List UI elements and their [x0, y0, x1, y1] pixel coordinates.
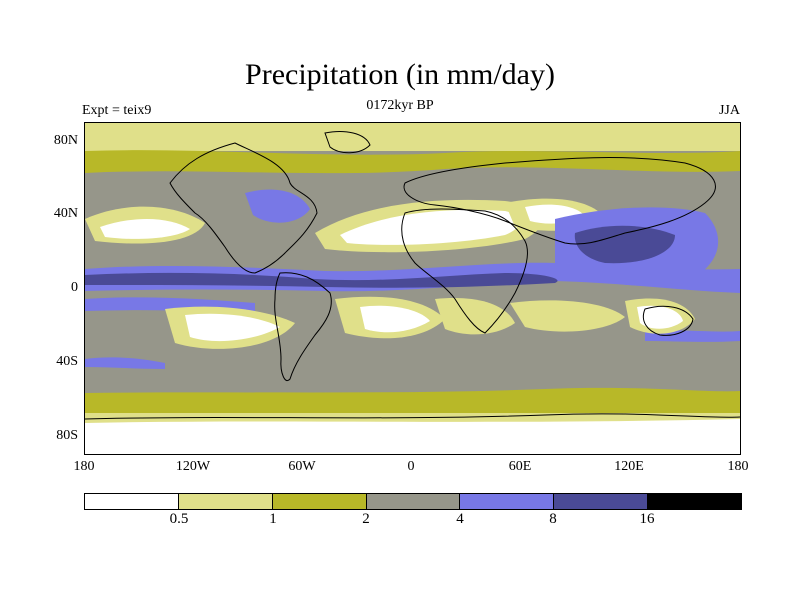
arctic-light-band — [85, 123, 740, 151]
lon-tick: 120E — [614, 459, 644, 474]
colorbar-label: 8 — [549, 511, 557, 527]
lat-tick: 40S — [56, 354, 78, 369]
lat-tick: 80N — [53, 133, 78, 148]
southern-wet-east — [645, 330, 740, 342]
season-label: JJA — [718, 103, 740, 118]
asian-monsoon-core — [574, 225, 675, 264]
sahara-dry-core — [340, 209, 520, 245]
colorbar-swatch — [272, 494, 367, 509]
colorbar — [84, 493, 742, 510]
sio-dry-outer — [510, 300, 625, 332]
lat-tick: 0 — [71, 280, 78, 295]
map-plot-area — [84, 122, 741, 455]
colorbar-label: 16 — [639, 511, 655, 527]
eurasia-outline — [403, 157, 716, 245]
chart-subtitle: 0172kyr BP — [366, 98, 434, 113]
chart-title: Precipitation (in mm/day) — [245, 58, 555, 91]
coastlines — [85, 131, 740, 420]
colorbar-label: 0.5 — [169, 511, 189, 527]
southern-wet-west — [85, 357, 165, 369]
colorbar-label: 2 — [362, 511, 370, 527]
africa-outline — [401, 208, 528, 334]
australia-dry-core — [637, 305, 683, 329]
na-east-wet — [245, 189, 310, 223]
arctic-olive-band — [85, 150, 740, 174]
colorbar-swatch — [460, 494, 555, 509]
southern-olive-band — [85, 387, 740, 413]
north-america-outline — [169, 142, 318, 274]
colorbar-swatch — [366, 494, 461, 509]
lon-tick: 180 — [727, 459, 749, 474]
colorbar-swatch — [554, 494, 649, 509]
experiment-label: Expt = teix9 — [82, 103, 152, 118]
lon-tick: 180 — [73, 459, 95, 474]
colorbar-label: 1 — [269, 511, 277, 527]
south-america-outline — [274, 272, 332, 381]
npac-dry-core — [100, 218, 190, 239]
lon-tick: 120W — [175, 459, 211, 474]
antarctica-outline — [85, 413, 740, 420]
satl-dry-core — [360, 305, 430, 333]
itcz-core — [85, 272, 558, 288]
australia-outline — [642, 305, 694, 336]
colorbar-swatch — [85, 494, 179, 509]
safrica-dry-outer — [435, 298, 515, 335]
lat-tick: 80S — [56, 428, 78, 443]
precipitation-map — [85, 123, 740, 454]
colorbar-label: 4 — [456, 511, 464, 527]
spac-dry-core — [185, 313, 280, 342]
lon-tick: 60E — [508, 459, 532, 474]
antarctic-dry — [85, 419, 740, 454]
lon-tick: 60W — [288, 459, 316, 474]
greenland-outline — [324, 131, 371, 154]
lon-tick: 0 — [407, 459, 415, 474]
lat-tick: 40N — [53, 206, 78, 221]
colorbar-swatch — [648, 494, 742, 509]
colorbar-swatch — [178, 494, 273, 509]
